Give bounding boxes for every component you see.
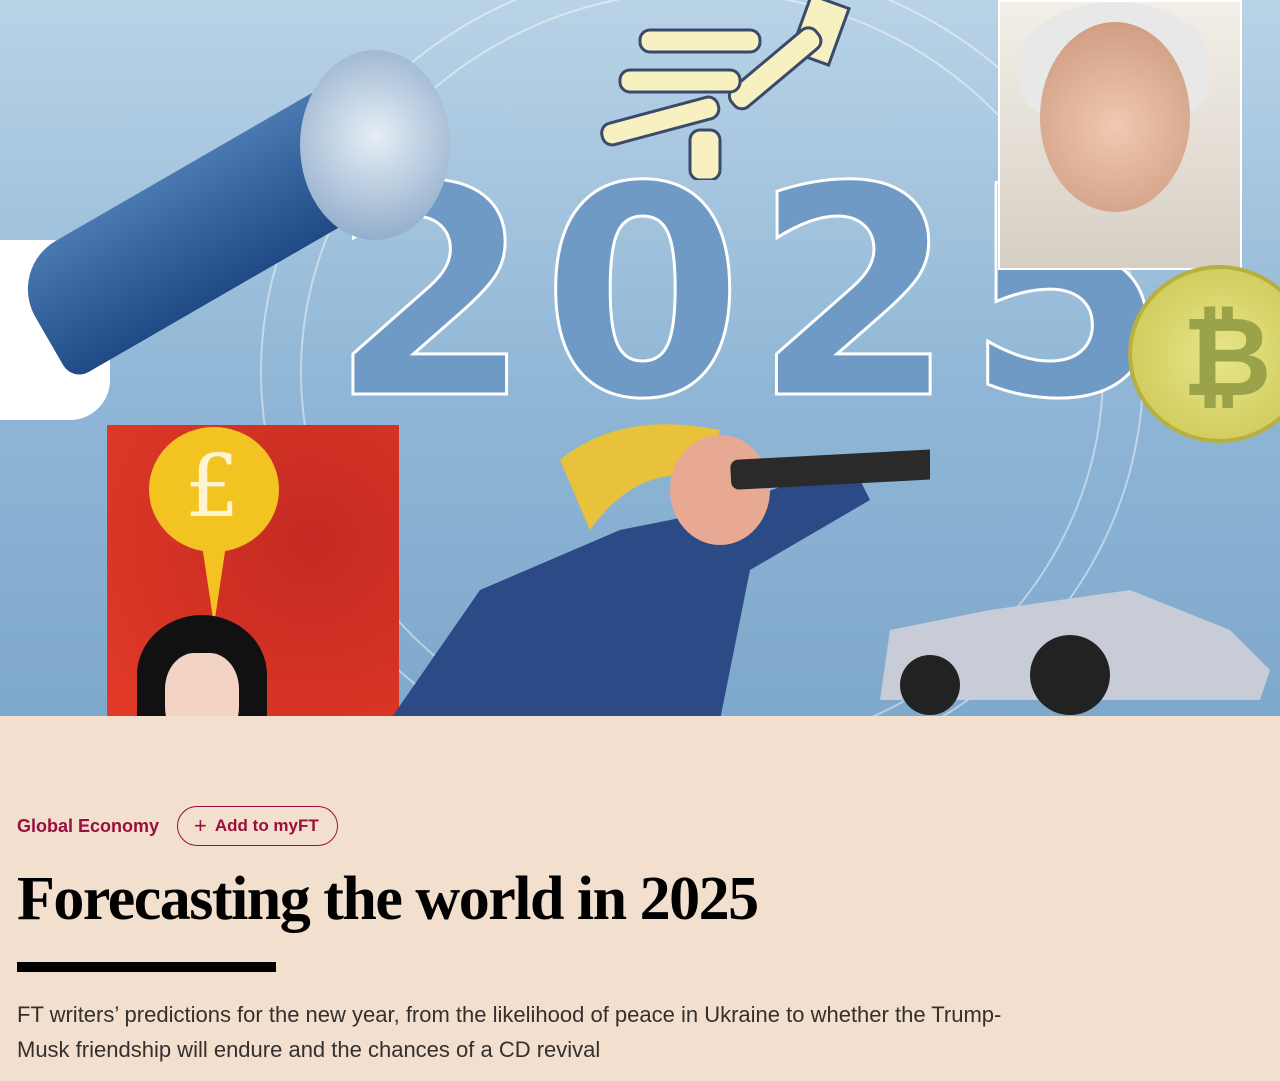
sports-car-illustration [880, 590, 1270, 715]
add-to-myft-button[interactable]: + Add to myFT [177, 806, 338, 846]
hero-illustration: 2025 ₿ £ [0, 0, 1280, 716]
article-title: Forecasting the world in 2025 [17, 865, 759, 933]
plus-icon: + [194, 813, 207, 838]
speech-bubble: £ [149, 427, 279, 552]
pound-symbol: £ [185, 437, 240, 537]
lagarde-portrait-illustration [998, 0, 1242, 270]
add-to-myft-label: Add to myFT [214, 816, 319, 835]
musk-face-illustration [300, 50, 450, 240]
article-meta: Global Economy + Add to myFT [17, 806, 338, 846]
bitcoin-illustration: ₿ [1128, 265, 1280, 443]
decorative-ring [300, 0, 1104, 716]
woman-illustration [137, 615, 267, 716]
trump-telescope-illustration [392, 424, 930, 716]
robot-hand-illustration [600, 0, 851, 180]
article-standfirst: FT writers’ predictions for the new year… [17, 1002, 1002, 1062]
bitcoin-symbol: ₿ [1182, 296, 1272, 419]
title-divider [17, 962, 276, 972]
pound-poster-illustration: £ [107, 425, 399, 716]
topic-link[interactable]: Global Economy [17, 815, 160, 836]
